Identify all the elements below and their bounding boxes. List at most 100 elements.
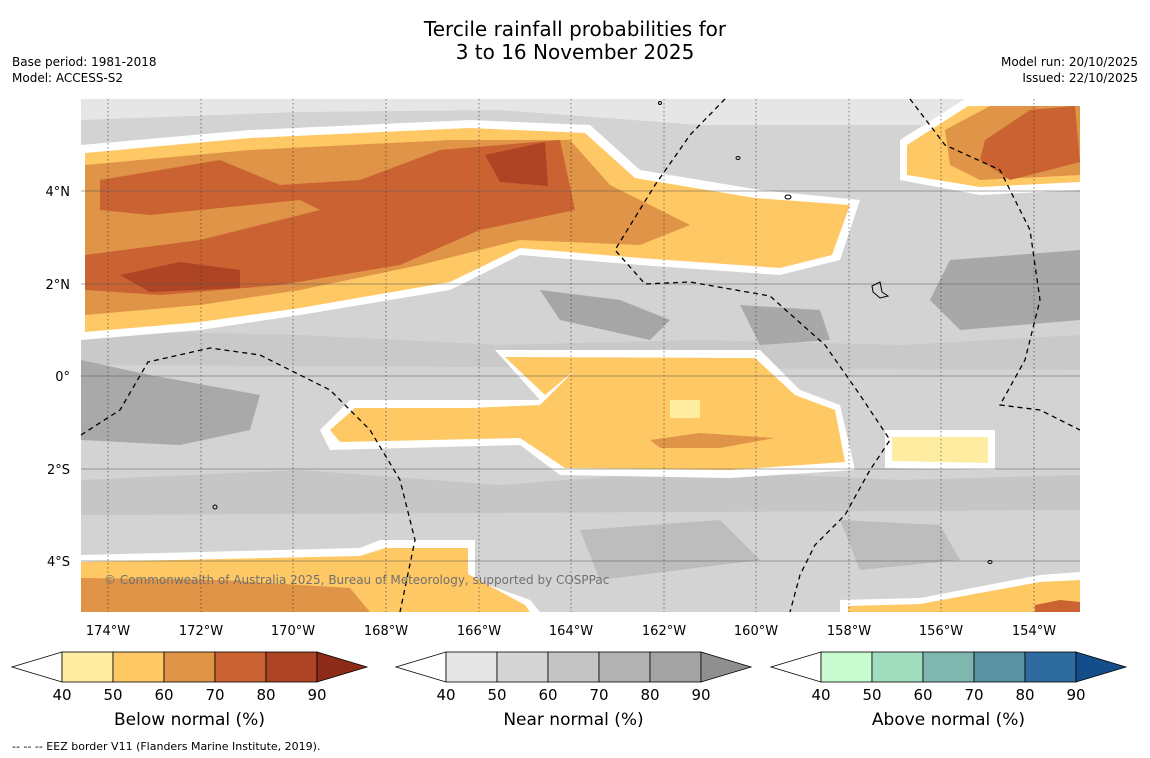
colorbar-segment <box>112 651 165 683</box>
chart-title: Tercile rainfall probabilities for 3 to … <box>0 18 1150 64</box>
colorbars: 40 50 60 70 80 90 Below normal (%) 40 50 60 70 80 90… <box>10 651 1128 730</box>
lat-label: 2°N <box>46 278 71 293</box>
lat-label: 2°S <box>47 463 70 478</box>
title-line-1: Tercile rainfall probabilities for <box>423 17 727 41</box>
below-normal-se-70 <box>1035 600 1080 612</box>
colorbar-tick-label: 60 <box>913 686 932 704</box>
map-panel: © Commonwealth of Australia 2025, Bureau… <box>80 98 1081 613</box>
copyright-notice: © Commonwealth of Australia 2025, Bureau… <box>104 573 609 587</box>
colorbar-extend-high <box>1075 651 1128 683</box>
colorbar-tick-label: 50 <box>103 686 122 704</box>
lon-label: 168°W <box>364 624 408 639</box>
colorbar-segment <box>214 651 267 683</box>
near-normal-mid-region <box>740 305 830 345</box>
lon-axis-labels: 174°W 172°W 170°W 168°W 166°W 164°W 162°… <box>86 624 1056 639</box>
colorbar-segment <box>61 651 114 683</box>
base-period: Base period: 1981-2018 <box>12 55 157 69</box>
lon-label: 170°W <box>271 624 315 639</box>
near-normal-mid-region <box>930 250 1080 330</box>
lon-label: 162°W <box>642 624 686 639</box>
colorbar-extend-low <box>10 651 63 683</box>
lon-label: 154°W <box>1012 624 1056 639</box>
colorbar-extend-high <box>700 651 753 683</box>
lon-label: 156°W <box>919 624 963 639</box>
colorbar-tick-label: 40 <box>436 686 455 704</box>
colorbar-tick-label: 90 <box>307 686 326 704</box>
eez-border-line-islands-north <box>614 98 891 613</box>
island <box>658 101 662 105</box>
eez-border-line-islands-east <box>909 98 1081 431</box>
parallels <box>81 190 1080 562</box>
colorbar-extend-high <box>316 651 369 683</box>
issued-date: Issued: 22/10/2025 <box>1022 71 1138 85</box>
lon-label: 172°W <box>179 624 223 639</box>
lat-axis-labels: 4°N 2°N 0° 2°S 4°S <box>46 185 71 570</box>
meta-left: Base period: 1981-2018 Model: ACCESS-S2 <box>12 54 157 86</box>
below-normal-sw-60 <box>81 578 370 612</box>
colorbar-tick-label: 50 <box>487 686 506 704</box>
island <box>735 156 741 160</box>
lon-label: 160°W <box>734 624 778 639</box>
below-normal-nw-80 <box>120 262 240 292</box>
eez-border-kiribati-phoenix <box>80 347 416 613</box>
colorbar-tick-label: 70 <box>964 686 983 704</box>
colorbar-segment <box>871 651 924 683</box>
colorbar-tick-label: 40 <box>811 686 830 704</box>
colorbar-segment <box>445 651 498 683</box>
colorbar-near: 40 50 60 70 80 90 Near normal (%) <box>394 651 753 730</box>
colorbar-label: Above normal (%) <box>872 710 1025 730</box>
colorbar-extend-low <box>394 651 447 683</box>
below-normal-se-50 <box>848 580 1080 612</box>
colorbar-extend-low <box>769 651 822 683</box>
island <box>212 504 218 510</box>
colorbar-label: Below normal (%) <box>114 710 265 730</box>
below-normal-central-60 <box>650 433 775 448</box>
colorbar-tick-label: 80 <box>640 686 659 704</box>
colorbar-tick-label: 70 <box>589 686 608 704</box>
colorbar-segment <box>649 651 702 683</box>
colorbar-tick-label: 70 <box>205 686 224 704</box>
colorbar-segment <box>163 651 216 683</box>
colorbar-tick-label: 90 <box>691 686 710 704</box>
below-normal-ne-70 <box>980 106 1080 180</box>
colorbar-segment <box>973 651 1026 683</box>
islands <box>212 101 993 564</box>
lat-label: 4°S <box>47 555 70 570</box>
colorbar-segment <box>496 651 549 683</box>
lon-label: 164°W <box>549 624 593 639</box>
colorbar-tick-label: 60 <box>538 686 557 704</box>
meta-right: Model run: 20/10/2025 Issued: 22/10/2025 <box>1001 54 1138 86</box>
eez-footnote: -- -- -- EEZ border V11 (Flanders Marine… <box>12 740 320 753</box>
colorbar-tick-label: 50 <box>862 686 881 704</box>
lon-label: 166°W <box>457 624 501 639</box>
lat-label: 4°N <box>46 185 71 200</box>
colorbar-tick-label: 80 <box>1015 686 1034 704</box>
below-normal-central-40 <box>670 400 700 418</box>
colorbar-tick-label: 80 <box>256 686 275 704</box>
lon-label: 174°W <box>86 624 130 639</box>
near-normal-mid-region <box>540 290 670 340</box>
title-line-2: 3 to 16 November 2025 <box>455 40 695 64</box>
lon-label: 158°W <box>827 624 871 639</box>
model-run: Model run: 20/10/2025 <box>1000 55 1138 69</box>
near-normal-light-region <box>81 99 1080 125</box>
graticule <box>81 99 1080 612</box>
island <box>784 194 792 200</box>
near-normal-light-region <box>840 520 960 570</box>
colorbar-below: 40 50 60 70 80 90 Below normal (%) <box>10 651 369 730</box>
model-name: Model: ACCESS-S2 <box>12 71 124 85</box>
island <box>871 281 890 299</box>
near-normal-mid-region <box>81 360 260 445</box>
colorbar-segment <box>547 651 600 683</box>
colorbar-tick-label: 40 <box>52 686 71 704</box>
colorbar-segment <box>265 651 318 683</box>
colorbar-label: Near normal (%) <box>503 710 643 730</box>
colorbar-segment <box>820 651 873 683</box>
eez-borders <box>80 98 1081 613</box>
colorbar-segment <box>922 651 975 683</box>
colorbar-tick-label: 60 <box>154 686 173 704</box>
below-normal-nw-80 <box>485 142 548 186</box>
island <box>987 560 993 564</box>
below-normal-nw-70 <box>85 140 575 295</box>
near-normal-light-region <box>81 470 1080 515</box>
